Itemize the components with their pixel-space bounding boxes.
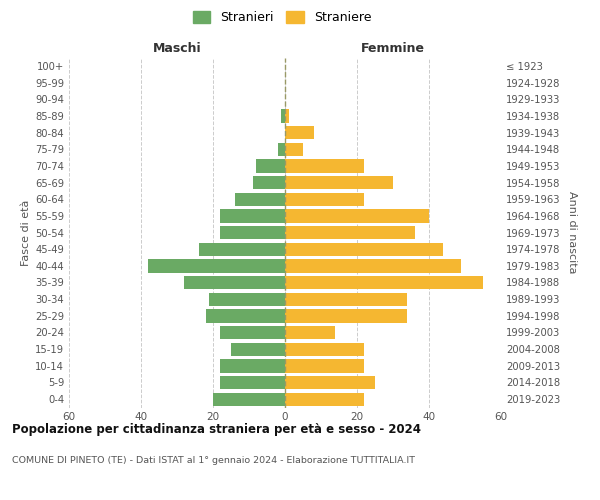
Bar (199, 242, 285, 256)
Bar (220, 226, 285, 239)
Bar (285, 326, 335, 339)
Bar (285, 259, 461, 272)
Bar (285, 242, 443, 256)
Bar (285, 392, 364, 406)
Text: Maschi: Maschi (152, 42, 202, 55)
Bar (285, 359, 364, 372)
Bar (209, 292, 285, 306)
Bar (285, 292, 407, 306)
Bar (220, 376, 285, 389)
Bar (206, 309, 285, 322)
Bar (285, 276, 483, 289)
Y-axis label: Fasce di età: Fasce di età (21, 200, 31, 266)
Bar (231, 342, 285, 356)
Bar (285, 309, 407, 322)
Bar (285, 142, 303, 156)
Y-axis label: Anni di nascita: Anni di nascita (568, 191, 577, 274)
Bar (285, 376, 375, 389)
Bar (220, 209, 285, 222)
Text: Popolazione per cittadinanza straniera per età e sesso - 2024: Popolazione per cittadinanza straniera p… (12, 422, 421, 436)
Bar (220, 359, 285, 372)
Bar (184, 276, 285, 289)
Bar (253, 176, 285, 189)
Legend: Stranieri, Straniere: Stranieri, Straniere (190, 8, 374, 26)
Bar (285, 226, 415, 239)
Bar (235, 192, 285, 206)
Bar (285, 209, 429, 222)
Bar (285, 176, 393, 189)
Bar (148, 259, 285, 272)
Text: COMUNE DI PINETO (TE) - Dati ISTAT al 1° gennaio 2024 - Elaborazione TUTTITALIA.: COMUNE DI PINETO (TE) - Dati ISTAT al 1°… (12, 456, 415, 465)
Bar (281, 109, 285, 122)
Bar (285, 159, 364, 172)
Bar (285, 192, 364, 206)
Bar (285, 109, 289, 122)
Bar (220, 326, 285, 339)
Bar (256, 159, 285, 172)
Bar (285, 342, 364, 356)
Bar (285, 126, 314, 139)
Bar (278, 142, 285, 156)
Text: Femmine: Femmine (361, 42, 425, 55)
Bar (213, 392, 285, 406)
